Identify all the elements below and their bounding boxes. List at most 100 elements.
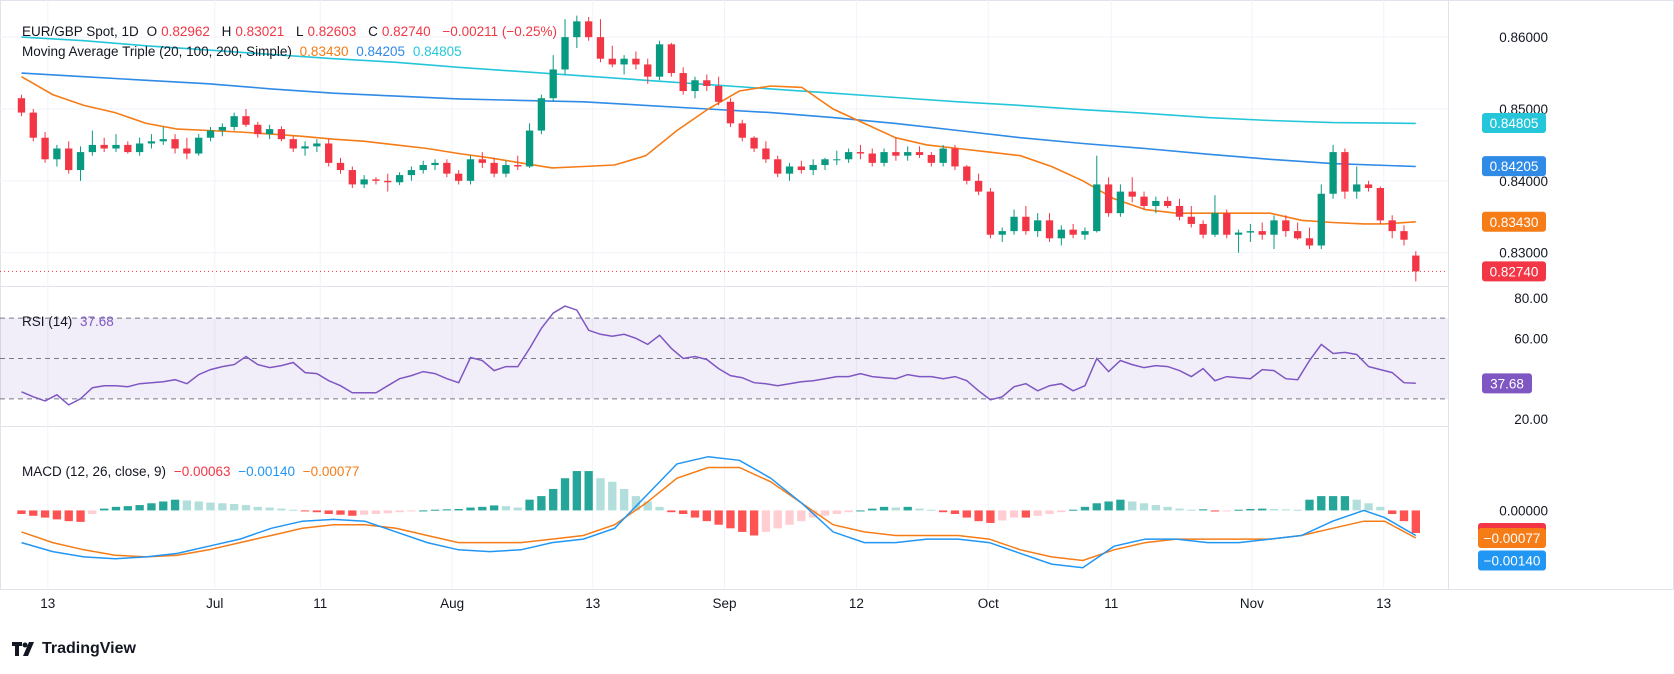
rsi-line	[21, 305, 1416, 406]
macd-histogram-bar	[513, 507, 522, 511]
candle-body	[667, 44, 676, 74]
candle-body	[1164, 200, 1172, 206]
macd-histogram-bar	[383, 510, 392, 514]
candle-body	[525, 130, 534, 167]
candle-body	[1152, 200, 1160, 206]
macd-histogram-bar	[1128, 501, 1137, 511]
candle-body	[951, 148, 959, 167]
macd-histogram-bar	[1388, 510, 1397, 514]
macd-histogram-bar	[1116, 499, 1125, 511]
ma-label[interactable]: Moving Average Triple (20, 100, 200, Sim…	[22, 44, 292, 59]
macd-histogram-bar	[466, 507, 475, 511]
candle-body	[537, 98, 546, 131]
macd-histogram-bar	[218, 503, 227, 511]
macd-histogram-bar	[253, 506, 262, 511]
macd-histogram-bar	[324, 510, 333, 514]
candle-body	[419, 165, 427, 171]
macd-histogram-bar	[1293, 509, 1302, 511]
candle-body	[395, 175, 404, 183]
macd-histogram-bar	[1198, 509, 1208, 511]
macd-histogram-bar	[1376, 506, 1385, 511]
macd-histogram-bar	[182, 500, 192, 511]
macd-histogram-bar	[903, 506, 912, 511]
macd-histogram-bar	[336, 510, 345, 515]
candle-body	[974, 180, 983, 192]
time-tick-label: 11	[313, 596, 327, 611]
candle-body	[514, 165, 522, 167]
macd-histogram-bar	[927, 509, 936, 511]
macd-histogram-bar	[1009, 510, 1019, 518]
macd-histogram-bar	[560, 478, 570, 511]
macd-label[interactable]: MACD (12, 26, close, 9)	[22, 464, 167, 479]
low-label: L	[296, 24, 304, 39]
macd-histogram-bar	[608, 481, 617, 511]
candle-body	[679, 73, 687, 92]
price-badge-label: 0.82740	[1490, 264, 1539, 279]
macd-hist-value: −0.00063	[173, 464, 231, 479]
macd-histogram-bar	[123, 506, 132, 511]
symbol-label[interactable]: EUR/GBP Spot, 1D	[22, 24, 139, 39]
candle-body	[76, 152, 85, 171]
macd-histogram-bar	[690, 510, 700, 518]
macd-histogram-bar	[1187, 509, 1196, 511]
brand-name: TradingView	[42, 640, 136, 657]
macd-histogram-bar	[289, 509, 298, 511]
candle-body	[774, 159, 782, 174]
candle-body	[17, 98, 26, 113]
macd-histogram-bar	[856, 510, 865, 512]
candle-body	[915, 152, 924, 155]
macd-histogram-bar	[40, 510, 50, 518]
candle-body	[726, 101, 735, 124]
rsi-legend: RSI (14) 37.68	[22, 314, 118, 330]
time-tick-label: 13	[1376, 596, 1391, 611]
rsi-label[interactable]: RSI (14)	[22, 314, 73, 329]
time-tick-label: 13	[585, 596, 600, 611]
candle-body	[1317, 193, 1325, 246]
candle-body	[1282, 220, 1290, 232]
candle-body	[1353, 184, 1361, 192]
candle-body	[762, 148, 770, 160]
macd-histogram-bar	[785, 510, 794, 525]
rsi-value: 37.68	[80, 314, 114, 329]
macd-histogram-bar	[348, 510, 357, 516]
candle-body	[455, 173, 463, 181]
macd-histogram-bar	[265, 507, 274, 511]
candle-body	[502, 165, 510, 174]
candle-body	[821, 159, 829, 166]
macd-histogram-bar	[194, 501, 203, 511]
macd-histogram-bar	[1328, 496, 1338, 511]
time-tick-label: Sep	[713, 596, 737, 611]
macd-histogram-bar	[229, 503, 239, 511]
tradingview-logo[interactable]: TradingView	[12, 640, 136, 658]
macd-histogram-bar	[1151, 505, 1161, 511]
macd-histogram-bar	[738, 510, 747, 532]
ohlc-legend: EUR/GBP Spot, 1D O 0.82962 H 0.83021 L 0.82…	[22, 24, 561, 40]
macd-histogram-bar	[100, 508, 109, 511]
candle-body	[171, 139, 179, 149]
macd-histogram-bar	[998, 510, 1007, 521]
candle-body	[608, 58, 616, 65]
macd-histogram-bar	[714, 510, 723, 525]
macd-histogram-bar	[879, 506, 889, 511]
candle-body	[1128, 191, 1136, 197]
macd-histogram-bar	[950, 510, 960, 514]
macd-histogram-bar	[1222, 510, 1231, 512]
macd-histogram-bar	[371, 510, 381, 514]
ma-legend: Moving Average Triple (20, 100, 200, Sim…	[22, 44, 466, 60]
candle-body	[348, 170, 356, 185]
macd-histogram-bar	[170, 499, 180, 511]
candle-body	[714, 85, 723, 102]
candle-body	[183, 148, 191, 154]
candle-body	[1187, 216, 1195, 224]
macd-histogram-bar	[241, 505, 251, 511]
macd-histogram-bar	[1281, 509, 1290, 511]
macd-histogram-bar	[797, 510, 806, 522]
macd-histogram-bar	[29, 510, 38, 516]
candle-body	[53, 148, 61, 160]
candle-body	[1093, 184, 1101, 232]
candle-body	[1045, 220, 1054, 239]
macd-histogram-bar	[454, 508, 463, 511]
macd-histogram-bar	[572, 471, 581, 511]
candle-body	[561, 37, 569, 70]
